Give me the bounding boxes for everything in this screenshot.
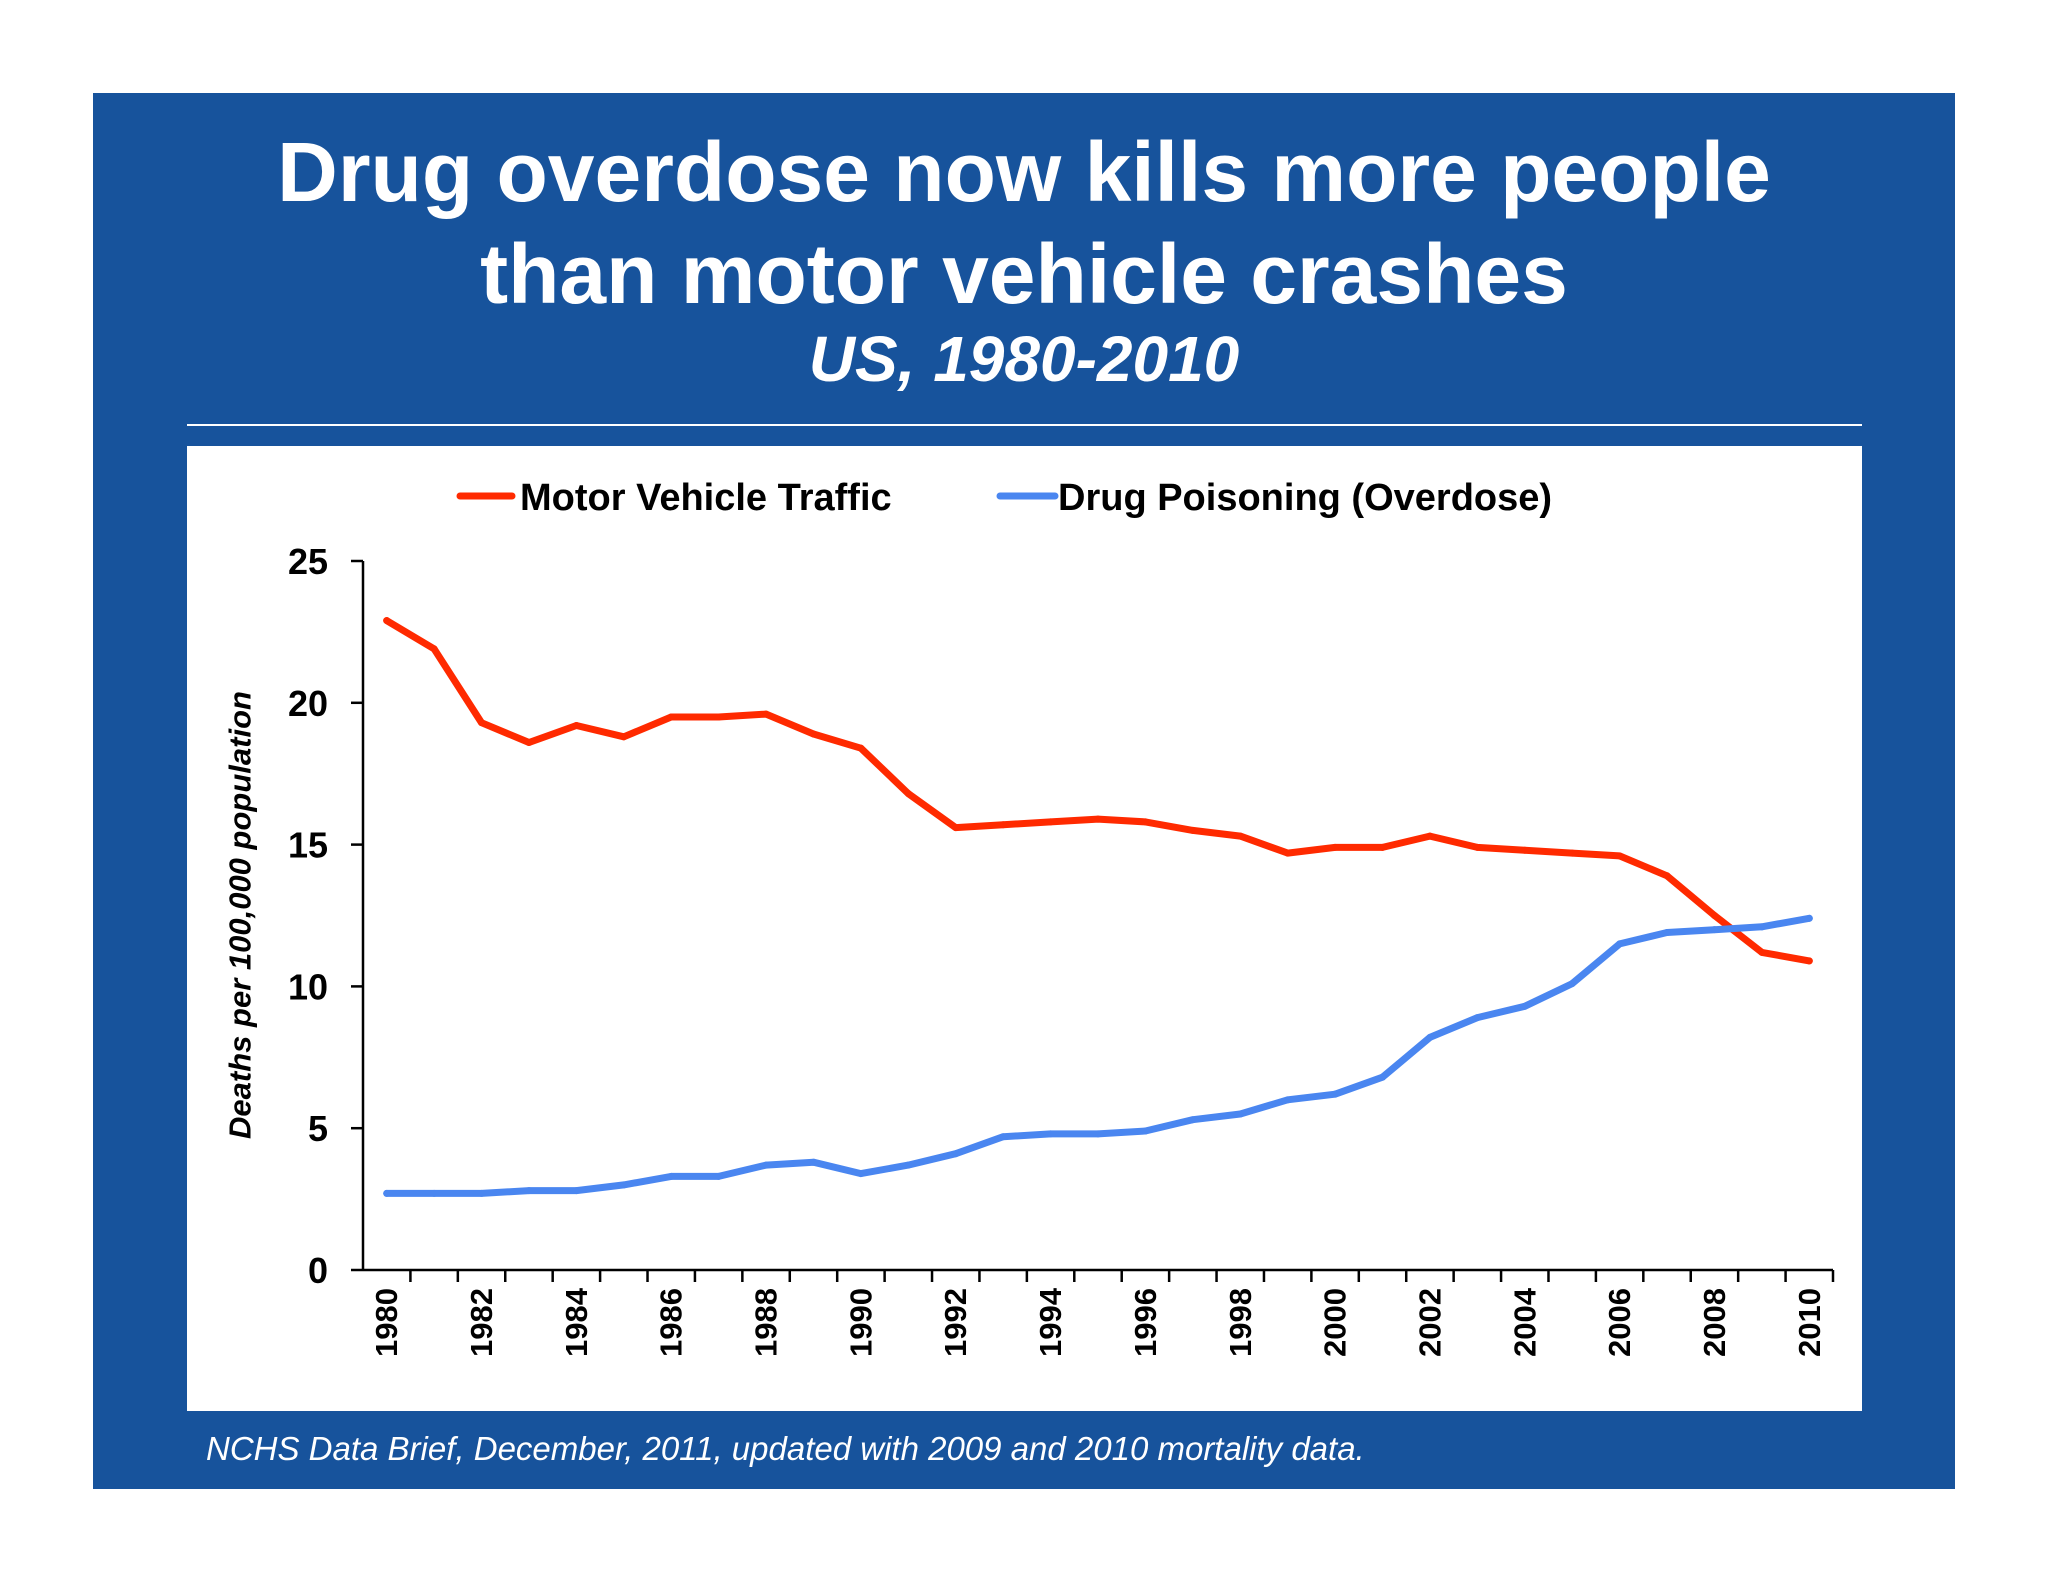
data-point <box>1094 1130 1102 1138</box>
data-point <box>1616 940 1624 948</box>
data-point <box>1094 815 1102 823</box>
x-tick-label: 1980 <box>369 1288 404 1357</box>
data-point <box>667 713 675 721</box>
y-tick-label: 15 <box>288 825 328 866</box>
y-axis-label: Deaths per 100,000 population <box>223 691 258 1139</box>
data-point <box>620 733 628 741</box>
y-tick-label: 10 <box>288 966 328 1007</box>
data-point <box>1047 1130 1055 1138</box>
data-point <box>1236 1110 1244 1118</box>
data-point <box>1710 912 1718 919</box>
y-tick-label: 5 <box>308 1108 328 1149</box>
data-point <box>1521 846 1529 854</box>
x-tick-label: 2002 <box>1412 1288 1447 1357</box>
data-point <box>1141 818 1149 826</box>
x-tick-label: 1988 <box>749 1288 784 1357</box>
legend-label: Motor Vehicle Traffic <box>520 477 892 519</box>
data-point <box>620 1181 628 1189</box>
data-point <box>1284 1096 1292 1104</box>
data-point <box>1663 929 1671 937</box>
y-tick-label: 20 <box>288 683 328 724</box>
data-point <box>1284 849 1292 857</box>
data-point <box>1379 843 1387 851</box>
x-tick-label: 2000 <box>1318 1288 1353 1357</box>
data-point <box>572 721 580 729</box>
data-point <box>430 645 438 653</box>
data-point <box>1141 1127 1149 1135</box>
data-point <box>857 744 865 752</box>
source-note: NCHS Data Brief, December, 2011, updated… <box>206 1430 1365 1467</box>
subtitle: US, 1980-2010 <box>808 323 1240 395</box>
data-point <box>809 730 817 738</box>
title-line-2: than motor vehicle crashes <box>480 227 1568 321</box>
divider <box>187 424 1862 426</box>
data-point <box>999 1133 1007 1141</box>
x-tick-label: 1998 <box>1223 1288 1258 1357</box>
data-point <box>809 1158 817 1166</box>
data-point <box>952 824 960 832</box>
data-point <box>1663 872 1671 880</box>
data-point <box>1189 826 1197 834</box>
data-point <box>1236 832 1244 840</box>
data-point <box>999 821 1007 829</box>
chart-area <box>187 446 1862 1411</box>
series-line-motor-vehicle <box>383 617 1813 965</box>
data-point <box>1331 843 1339 851</box>
data-point <box>1710 926 1718 934</box>
x-tick-label: 2008 <box>1697 1288 1732 1357</box>
data-point <box>1758 923 1766 931</box>
data-point <box>1805 957 1813 965</box>
series-line-drug-poisoning <box>383 914 1813 1197</box>
y-tick-label: 0 <box>308 1250 328 1291</box>
data-point <box>1805 914 1813 922</box>
legend-label: Drug Poisoning (Overdose) <box>1058 477 1552 519</box>
data-point <box>715 713 723 721</box>
data-point <box>430 1189 438 1197</box>
data-point <box>1426 832 1434 840</box>
data-point <box>525 739 533 747</box>
data-point <box>715 1172 723 1180</box>
data-point <box>1758 948 1766 956</box>
x-tick-label: 2010 <box>1792 1288 1827 1357</box>
data-point <box>525 1187 533 1195</box>
data-point <box>383 1189 391 1197</box>
data-point <box>1379 1073 1387 1081</box>
data-point <box>1568 980 1576 988</box>
x-tick-label: 1992 <box>938 1288 973 1357</box>
x-tick-label: 1982 <box>464 1288 499 1357</box>
data-point <box>383 617 391 625</box>
x-tick-label: 1996 <box>1128 1288 1163 1357</box>
data-point <box>1426 1033 1434 1041</box>
data-point <box>1189 1116 1197 1124</box>
data-point <box>857 1170 865 1178</box>
data-point <box>762 710 770 718</box>
x-tick-label: 1986 <box>654 1288 689 1357</box>
data-point <box>1331 1090 1339 1098</box>
data-point <box>1568 849 1576 857</box>
data-point <box>667 1172 675 1180</box>
x-tick-label: 2004 <box>1507 1287 1542 1357</box>
data-point <box>1521 1002 1529 1010</box>
x-tick-label: 1984 <box>559 1287 594 1357</box>
title-line-1: Drug overdose now kills more people <box>277 125 1771 219</box>
data-point <box>1473 1014 1481 1022</box>
y-tick-label: 25 <box>288 541 328 582</box>
x-tick-label: 1990 <box>843 1288 878 1357</box>
x-tick-label: 1994 <box>1033 1287 1068 1357</box>
data-point <box>952 1150 960 1158</box>
data-point <box>1473 843 1481 851</box>
data-point <box>904 1161 912 1169</box>
data-point <box>762 1161 770 1169</box>
data-point <box>1047 818 1055 826</box>
data-point <box>572 1187 580 1195</box>
data-point <box>478 719 486 727</box>
data-point <box>904 790 912 798</box>
data-point <box>1616 852 1624 860</box>
x-tick-label: 2006 <box>1602 1288 1637 1357</box>
data-point <box>478 1189 486 1197</box>
